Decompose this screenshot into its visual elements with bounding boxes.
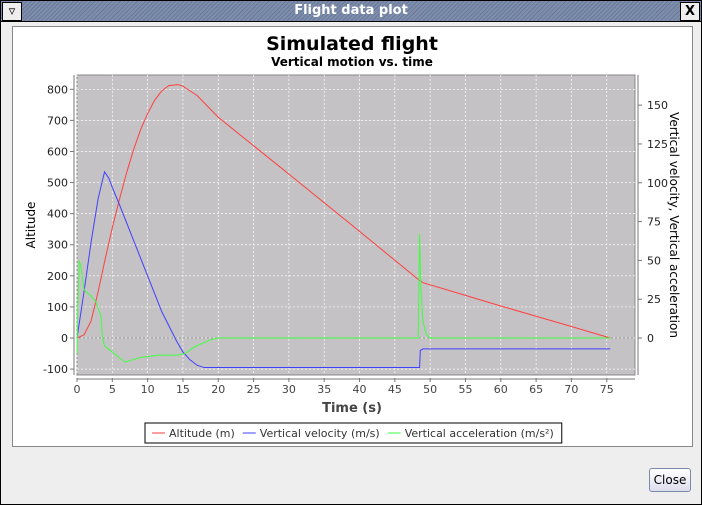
left-tick-label: 500 [47, 177, 68, 190]
right-tick-label: 75 [647, 216, 661, 229]
chart-title: Simulated flight [266, 33, 438, 55]
x-tick-label: 20 [211, 383, 225, 396]
x-tick-label: 55 [458, 383, 472, 396]
close-button[interactable]: Close [649, 468, 691, 492]
title-bar[interactable]: ▿ Flight data plot X [1, 1, 701, 22]
left-tick-label: 400 [47, 208, 68, 221]
right-tick-label: 150 [647, 99, 668, 112]
x-tick-label: 45 [388, 383, 402, 396]
x-tick-label: 50 [423, 383, 437, 396]
left-axis-label: Altitude [24, 202, 38, 249]
x-tick-label: 40 [353, 383, 367, 396]
x-tick-label: 35 [317, 383, 331, 396]
legend-label: Altitude (m) [169, 427, 235, 440]
legend: Altitude (m) Vertical velocity (m/s) Verti… [144, 422, 563, 444]
left-tick-label: -100 [43, 363, 68, 376]
x-axis-label: Time (s) [322, 401, 382, 416]
x-tick-label: 75 [600, 383, 614, 396]
chart-panel: Simulated flight Vertical motion vs. tim… [12, 26, 693, 447]
x-tick-label: 70 [564, 383, 578, 396]
x-tick-label: 65 [529, 383, 543, 396]
x-tick-label: 25 [247, 383, 261, 396]
right-tick-label: 100 [647, 177, 668, 190]
close-window-icon[interactable]: X [680, 2, 700, 21]
x-tick-label: 5 [109, 383, 116, 396]
legend-label: Vertical velocity (m/s) [260, 427, 380, 440]
chart: Simulated flight Vertical motion vs. tim… [24, 33, 681, 444]
x-tick-label: 60 [494, 383, 508, 396]
left-tick-label: 300 [47, 239, 68, 252]
x-tick-label: 0 [74, 383, 81, 396]
legend-box [144, 422, 563, 444]
chart-subtitle: Vertical motion vs. time [271, 55, 433, 69]
x-tick-label: 15 [176, 383, 190, 396]
right-axis-label: Vertical velocity, Vertical acceleration [667, 112, 681, 338]
left-tick-label: 0 [61, 332, 68, 345]
right-tick-label: 50 [647, 254, 661, 267]
series-line-0 [76, 84, 611, 339]
plot-area [76, 74, 636, 376]
right-tick-label: 125 [647, 138, 668, 151]
right-tick-label: 25 [647, 293, 661, 306]
left-tick-label: 200 [47, 270, 68, 283]
window-title: Flight data plot [294, 3, 408, 18]
left-tick-label: 600 [47, 145, 68, 158]
series-line-1 [76, 170, 611, 369]
legend-label: Vertical acceleration (m/s²) [405, 427, 554, 440]
left-tick-label: 100 [47, 301, 68, 314]
window-menu-icon[interactable]: ▿ [2, 2, 22, 21]
series-line-2 [76, 233, 611, 363]
left-tick-label: 800 [47, 83, 68, 96]
right-tick-label: 0 [647, 332, 654, 345]
x-tick-label: 10 [141, 383, 155, 396]
left-tick-label: 700 [47, 114, 68, 127]
x-tick-label: 30 [282, 383, 296, 396]
